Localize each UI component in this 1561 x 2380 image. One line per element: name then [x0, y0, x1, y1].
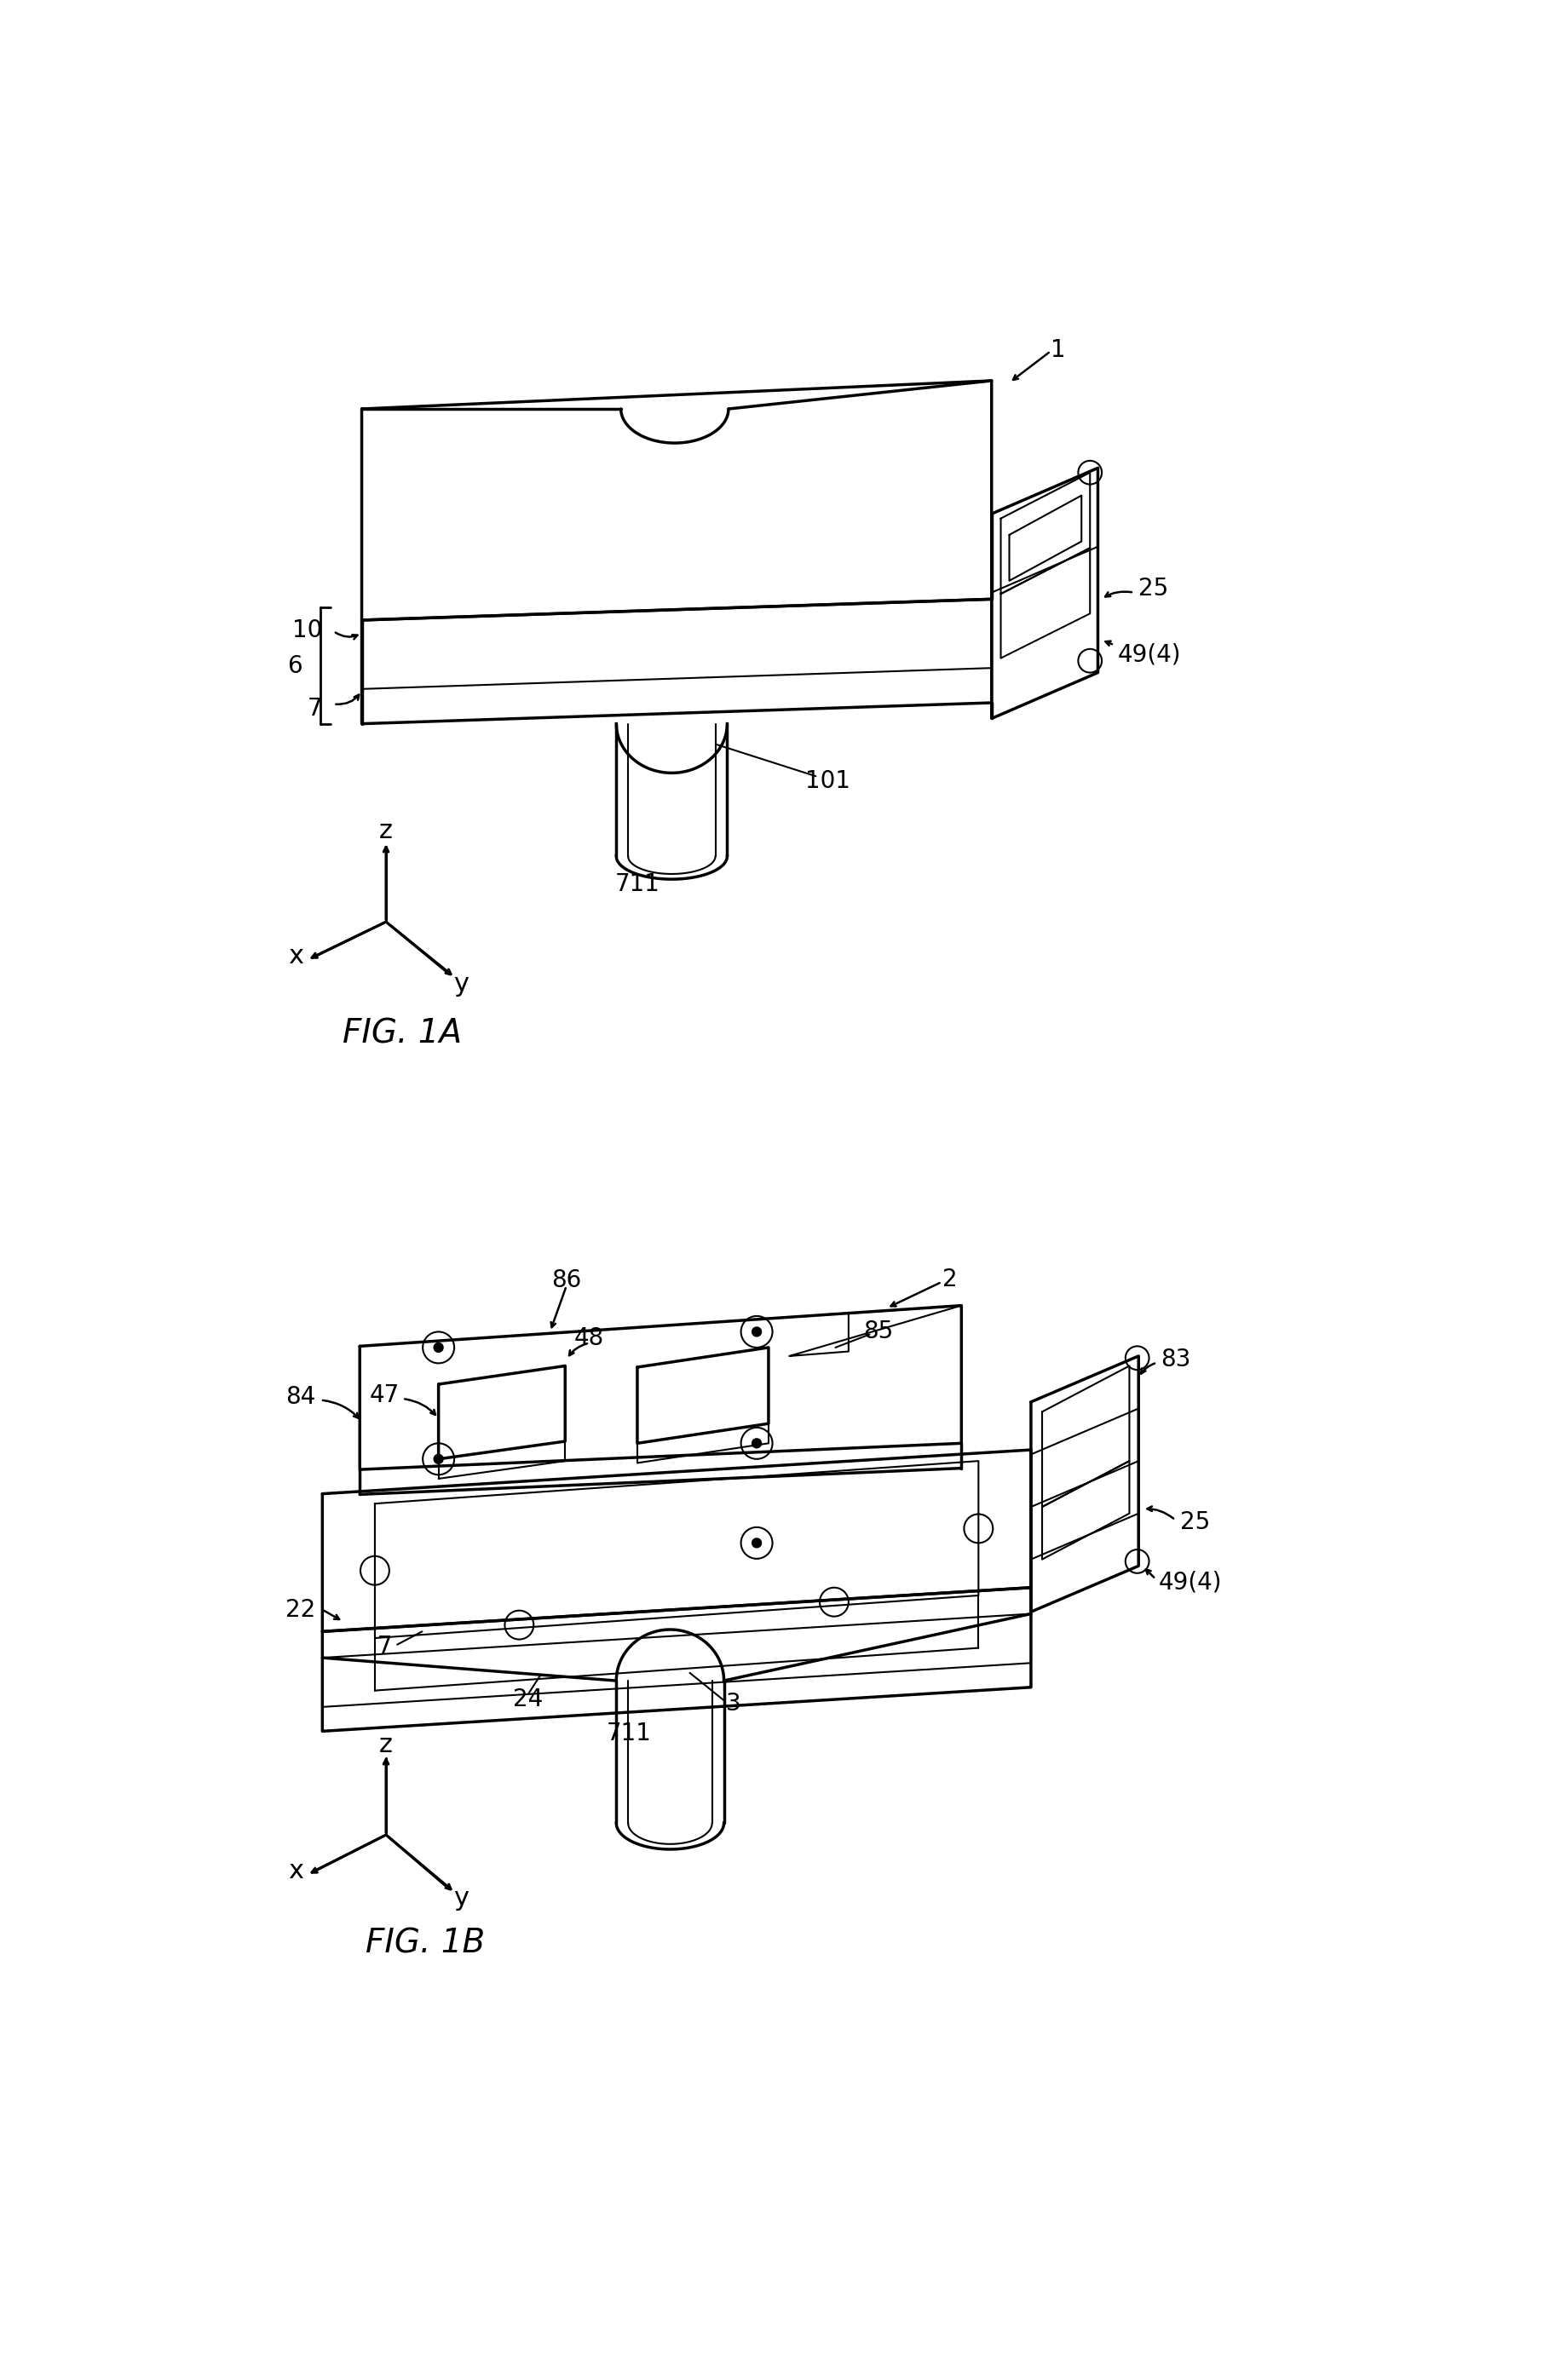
- Text: 86: 86: [551, 1269, 581, 1292]
- Text: 711: 711: [606, 1721, 651, 1745]
- Circle shape: [434, 1342, 443, 1352]
- Text: 711: 711: [615, 871, 660, 895]
- Text: 83: 83: [1160, 1347, 1191, 1371]
- Text: x: x: [289, 1859, 304, 1883]
- Text: z: z: [379, 819, 393, 843]
- Text: 7: 7: [378, 1635, 392, 1659]
- Text: 1: 1: [1051, 338, 1066, 362]
- Circle shape: [751, 1537, 762, 1549]
- Text: 22: 22: [286, 1597, 315, 1621]
- Text: 49(4): 49(4): [1118, 643, 1182, 666]
- Text: 85: 85: [863, 1321, 893, 1345]
- Text: FIG. 1A: FIG. 1A: [343, 1016, 462, 1050]
- Text: x: x: [289, 942, 304, 969]
- Text: 24: 24: [514, 1687, 543, 1711]
- Text: 10: 10: [292, 619, 323, 643]
- Circle shape: [751, 1326, 762, 1338]
- Text: y: y: [454, 1885, 470, 1911]
- Text: FIG. 1B: FIG. 1B: [365, 1928, 485, 1959]
- Circle shape: [751, 1438, 762, 1449]
- Text: z: z: [379, 1733, 393, 1756]
- Text: 49(4): 49(4): [1158, 1571, 1222, 1595]
- Text: 25: 25: [1180, 1509, 1210, 1533]
- Text: 6: 6: [287, 654, 301, 678]
- Text: 2: 2: [943, 1269, 958, 1292]
- Text: 47: 47: [368, 1383, 400, 1407]
- Text: 25: 25: [1138, 576, 1169, 600]
- Text: y: y: [454, 971, 470, 997]
- Text: 48: 48: [574, 1326, 604, 1349]
- Text: 7: 7: [308, 697, 323, 721]
- Text: 101: 101: [805, 769, 851, 793]
- Circle shape: [434, 1454, 443, 1464]
- Text: 84: 84: [286, 1385, 315, 1409]
- Text: 3: 3: [726, 1692, 741, 1716]
